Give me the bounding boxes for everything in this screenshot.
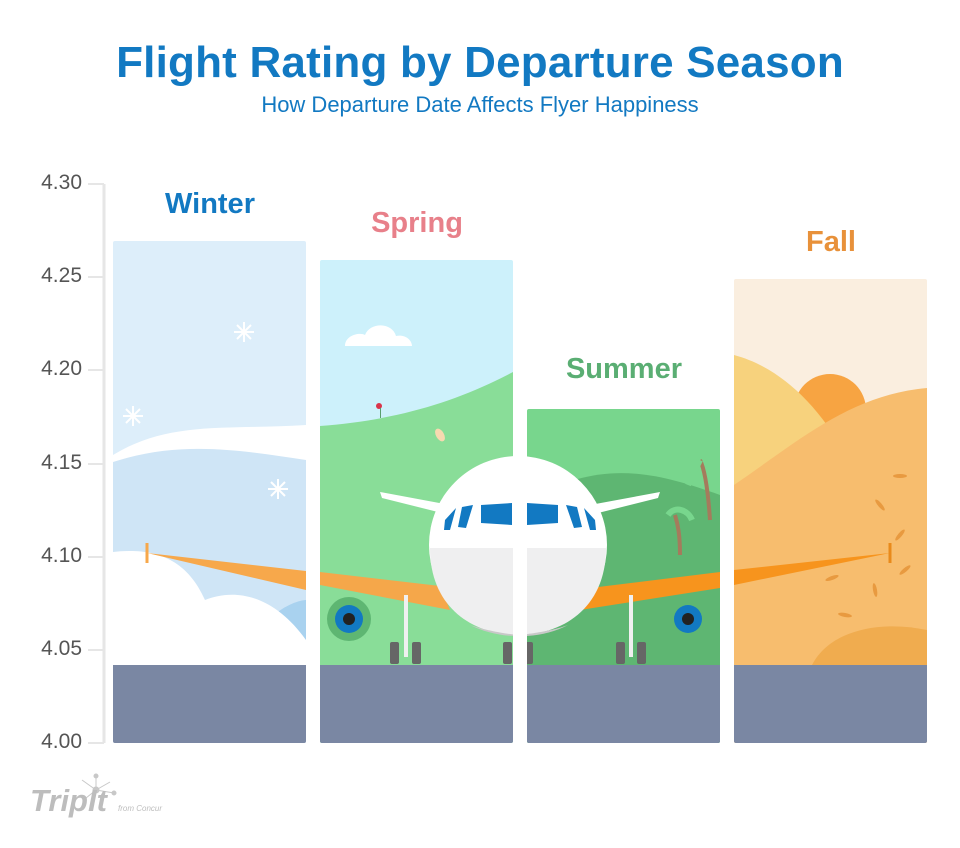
tripit-logo: TripIt xyxy=(30,783,107,818)
tripit-logo-mark xyxy=(81,773,117,799)
y-tick-label: 4.10 xyxy=(41,544,82,567)
y-tick-label: 4.25 xyxy=(41,264,82,287)
y-tick-label: 4.05 xyxy=(41,637,82,660)
cockpit-windows xyxy=(444,503,596,530)
y-axis xyxy=(88,183,106,744)
season-label-winter: Winter xyxy=(165,188,255,220)
chart-title: Flight Rating by Departure Season xyxy=(116,38,844,87)
y-tick-label: 4.15 xyxy=(41,451,82,474)
bar-fall xyxy=(734,279,927,743)
y-tick-label: 4.00 xyxy=(41,730,82,753)
y-tick-label: 4.20 xyxy=(41,357,82,380)
season-label-spring: Spring xyxy=(371,207,463,239)
tripit-logo-subtitle: from Concur xyxy=(118,804,163,813)
season-label-summer: Summer xyxy=(565,353,683,385)
bar-spring xyxy=(320,260,513,743)
leaf-icon xyxy=(825,474,911,618)
bar-winter xyxy=(113,241,306,743)
y-tick-label: 4.30 xyxy=(41,171,82,194)
snowflake-icon xyxy=(123,322,288,499)
season-label-fall: Fall xyxy=(806,226,856,258)
chart-subtitle: How Departure Date Affects Flyer Happine… xyxy=(261,92,699,117)
